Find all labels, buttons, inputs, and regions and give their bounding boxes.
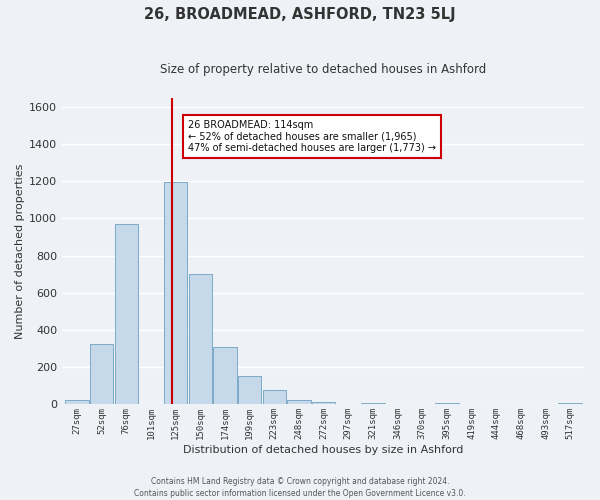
Text: Contains HM Land Registry data © Crown copyright and database right 2024.
Contai: Contains HM Land Registry data © Crown c… — [134, 476, 466, 498]
Bar — [188, 274, 212, 404]
Y-axis label: Number of detached properties: Number of detached properties — [15, 164, 25, 338]
Bar — [238, 376, 262, 404]
Bar — [435, 402, 458, 404]
Title: Size of property relative to detached houses in Ashford: Size of property relative to detached ho… — [160, 62, 487, 76]
Bar — [559, 402, 582, 404]
Text: 26 BROADMEAD: 114sqm
← 52% of detached houses are smaller (1,965)
47% of semi-de: 26 BROADMEAD: 114sqm ← 52% of detached h… — [188, 120, 436, 153]
Bar — [213, 347, 236, 405]
X-axis label: Distribution of detached houses by size in Ashford: Distribution of detached houses by size … — [184, 445, 464, 455]
Bar — [164, 182, 187, 404]
Bar — [115, 224, 138, 404]
Bar — [90, 344, 113, 405]
Bar — [361, 402, 385, 404]
Bar — [312, 402, 335, 404]
Bar — [287, 400, 311, 404]
Text: 26, BROADMEAD, ASHFORD, TN23 5LJ: 26, BROADMEAD, ASHFORD, TN23 5LJ — [144, 8, 456, 22]
Bar — [263, 390, 286, 404]
Bar — [65, 400, 89, 404]
